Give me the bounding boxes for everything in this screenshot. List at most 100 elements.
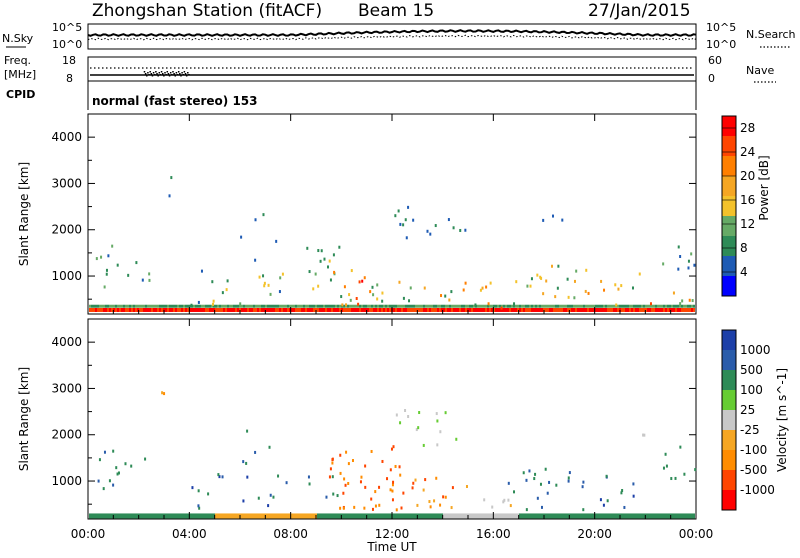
power-cell xyxy=(183,307,185,312)
power-cell xyxy=(349,304,351,308)
velocity-cell xyxy=(641,513,643,519)
time-axis: 00:00 04:00 08:00 12:00 16:00 20:00 00:00 xyxy=(71,114,713,541)
velocity-cell xyxy=(427,513,429,519)
velocity-cell xyxy=(257,496,260,500)
power-cell xyxy=(557,304,559,308)
power-cell xyxy=(557,264,560,268)
power-cell xyxy=(503,307,505,312)
power-cell xyxy=(99,304,101,308)
power-cell xyxy=(679,304,681,308)
velocity-cell xyxy=(577,513,579,519)
power-cell xyxy=(529,307,531,312)
power-cell xyxy=(519,307,521,312)
power-cell xyxy=(419,304,421,308)
power-cell xyxy=(481,307,483,312)
velocity-cell xyxy=(435,513,437,519)
power-cell xyxy=(513,304,515,308)
power-cell xyxy=(431,307,433,312)
nave-dip-mark xyxy=(185,75,188,77)
velocity-cell xyxy=(271,513,273,519)
velocity-cell xyxy=(419,513,421,519)
power-cell xyxy=(677,304,679,308)
nave-dip-mark xyxy=(146,75,148,77)
power-cell xyxy=(529,284,532,288)
velocity-cell xyxy=(522,471,525,475)
velocity-cell xyxy=(378,503,381,507)
velocity-cell xyxy=(445,513,447,519)
velocity-cell xyxy=(207,513,209,519)
velocity-cell xyxy=(339,453,342,457)
velocity-cell xyxy=(597,513,599,519)
power-cell xyxy=(139,307,141,312)
power-cell xyxy=(491,307,493,312)
power-cell xyxy=(503,304,505,308)
velocity-cell xyxy=(417,513,419,519)
velocity-cell xyxy=(157,513,159,519)
power-cell xyxy=(148,272,151,276)
power-cell xyxy=(121,304,123,308)
power-cell xyxy=(595,304,597,308)
power-cell xyxy=(293,307,295,312)
power-cell xyxy=(409,307,411,312)
power-cell xyxy=(227,307,229,312)
power-cell xyxy=(163,307,165,312)
power-cell xyxy=(373,304,375,308)
power-cell xyxy=(533,304,535,308)
power-cell xyxy=(361,304,363,308)
power-cell xyxy=(542,292,545,296)
velocity-cell xyxy=(359,480,362,484)
power-cell xyxy=(499,304,501,308)
velocity-cell xyxy=(439,513,441,519)
velocity-cell xyxy=(218,475,221,479)
power-cell xyxy=(487,307,489,312)
power-cell xyxy=(381,307,383,312)
power-cell xyxy=(155,307,157,312)
velocity-cell xyxy=(295,513,297,519)
power-cell xyxy=(337,307,339,312)
power-cell xyxy=(584,289,587,293)
power-cell xyxy=(343,307,345,312)
power-cell xyxy=(261,307,263,312)
velocity-colorbar-label: -100 xyxy=(740,443,767,457)
velocity-cell xyxy=(179,513,181,519)
power-cell xyxy=(283,304,285,308)
velocity-cell xyxy=(229,513,231,519)
velocity-colorbar-swatch xyxy=(722,330,736,351)
nave-dip-mark xyxy=(174,75,177,77)
power-cell xyxy=(269,307,271,312)
power-cell xyxy=(421,304,423,308)
velocity-cell xyxy=(559,513,561,519)
power-cell xyxy=(91,307,93,312)
power-cell xyxy=(347,307,349,312)
power-cell xyxy=(249,307,251,312)
power-cell xyxy=(223,304,225,308)
power-cell xyxy=(207,307,209,312)
power-cell xyxy=(189,304,191,308)
power-cell xyxy=(545,304,547,308)
power-cell xyxy=(649,302,652,306)
x-tick-label: 00:00 xyxy=(71,527,106,541)
power-cell xyxy=(275,239,278,243)
power-cell xyxy=(205,307,207,312)
power-cell xyxy=(444,294,447,298)
power-cell xyxy=(241,307,243,312)
nave-dip-mark xyxy=(149,71,151,73)
power-cell xyxy=(433,304,435,308)
velocity-cell xyxy=(325,495,328,499)
power-cell xyxy=(593,304,595,308)
power-cell xyxy=(375,307,377,312)
power-cell xyxy=(119,307,121,312)
velocity-cell xyxy=(459,513,461,519)
nave-dip-mark xyxy=(151,75,154,77)
velocity-cell xyxy=(425,513,427,519)
nave-dip-mark xyxy=(172,71,174,73)
velocity-cell xyxy=(631,513,633,519)
velocity-cell xyxy=(344,483,347,487)
velocity-cell xyxy=(649,513,651,519)
velocity-cell xyxy=(422,488,425,492)
x-tick-label: 16:00 xyxy=(476,527,511,541)
power-cell xyxy=(331,307,333,312)
velocity-cell xyxy=(424,478,427,482)
power-cell xyxy=(319,304,321,308)
